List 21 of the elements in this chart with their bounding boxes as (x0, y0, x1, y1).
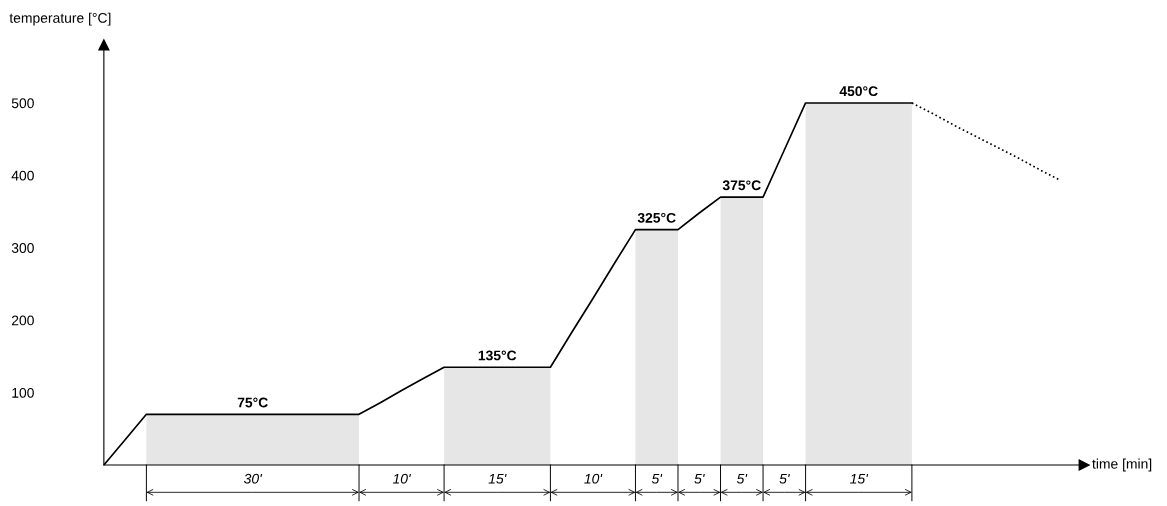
annotation: 450°C (839, 86, 878, 97)
text: 15' (488, 473, 507, 484)
y-tick-label: 300 (11, 243, 34, 253)
text: 5' (651, 473, 663, 484)
annotation: 75°C (237, 397, 268, 408)
text: 5' (694, 473, 705, 484)
text: 5' (779, 473, 790, 484)
x-axis-title: time [min] (1092, 458, 1152, 472)
y-axis-title: temperature [°C] (9, 12, 111, 26)
text: 30' (243, 473, 263, 484)
text: 10' (584, 473, 603, 484)
annotation: 135°C (478, 350, 517, 361)
text: 15' (850, 473, 869, 484)
y-tick-label: 500 (11, 98, 34, 109)
text: 5' (736, 473, 748, 484)
annotation: 325°C (637, 212, 676, 223)
y-tick-label: 400 (11, 170, 34, 181)
annotation: 375°C (722, 180, 761, 191)
text: 10' (392, 473, 412, 484)
y-tick-label: 200 (11, 315, 34, 326)
y-tick-label: 100 (12, 387, 34, 398)
